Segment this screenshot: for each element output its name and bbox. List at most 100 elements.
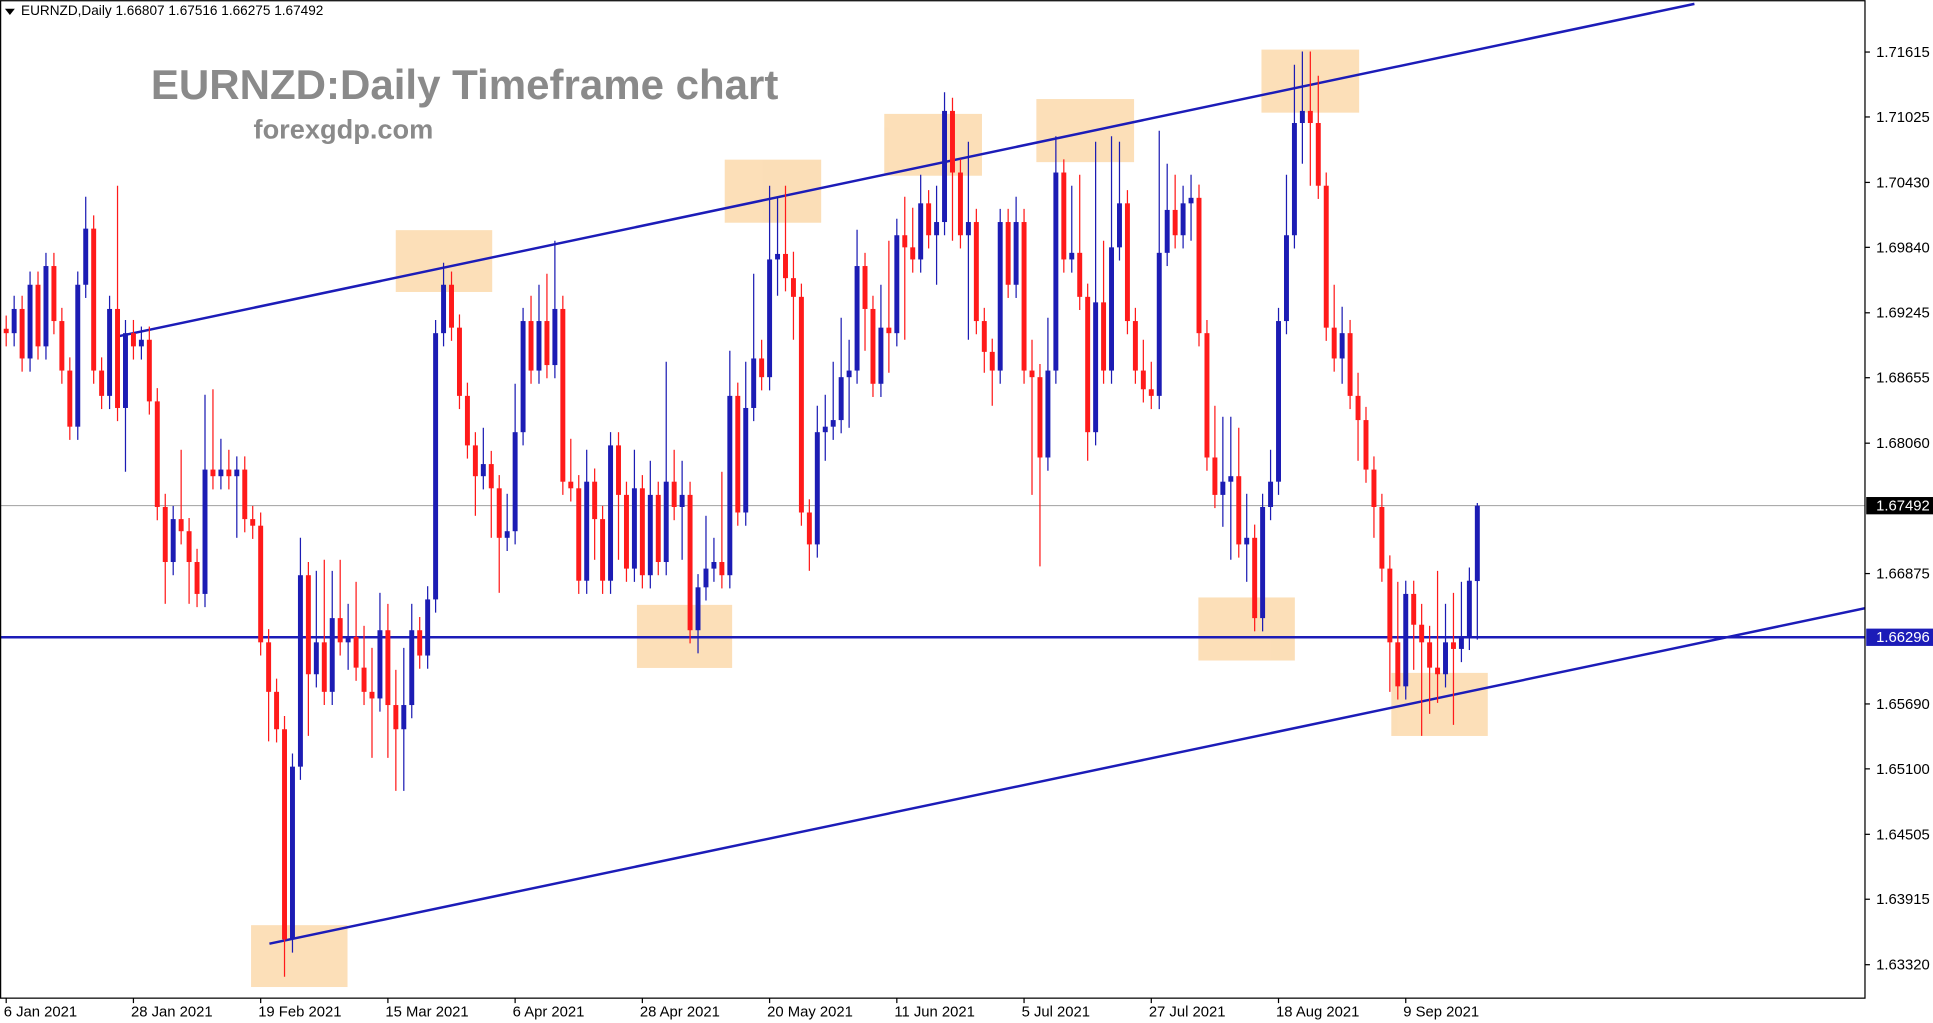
candle-body [1132,321,1138,371]
trendline [269,607,1865,945]
candle-body [1466,580,1472,637]
candle-body [290,766,295,940]
candle-body [528,321,534,371]
candle-body [1276,321,1281,482]
candle-body [934,222,940,236]
candle-body [679,494,685,507]
candle-body [250,519,256,526]
candle-body [1458,636,1464,649]
candle-body [433,333,439,600]
y-tick-label: 1.68655 [1876,371,1930,387]
candle-body [854,266,860,371]
candle-body [973,222,979,322]
candle-body [353,636,359,668]
candle-body [154,401,160,507]
candle-body [1474,505,1480,582]
symbol: EURNZD,Daily [21,3,112,18]
chart-title: EURNZD:Daily Timeframe chart [151,61,779,108]
candle-body [1403,593,1409,687]
candle-body [258,525,264,643]
price-label: 1.66296 [1876,630,1930,646]
x-tick-label: 20 May 2021 [767,1005,853,1021]
candle-body [695,587,701,631]
candle-body [1061,172,1067,260]
candle-body [942,110,948,223]
plot-frame [0,0,1866,999]
candle-body [1148,389,1154,396]
candle-body [1188,197,1194,204]
candle-body [703,568,709,588]
candle-body [1085,296,1091,433]
candle-body [329,618,335,692]
x-tick-label: 28 Jan 2021 [131,1005,213,1021]
candle-body [1156,252,1162,396]
trendline [117,2,1695,338]
candle-body [647,494,653,576]
candle-body [1220,481,1226,495]
candle-body [600,519,606,581]
candle-body [687,494,693,631]
candle-body [719,562,725,576]
y-tick-label: 1.68060 [1876,436,1930,452]
chart-subtitle: forexgdp.com [254,114,434,145]
candle-body [822,426,828,433]
candle-body [242,469,248,520]
highlight-box [884,113,982,176]
candle-body [1069,252,1075,260]
candle-body [67,370,73,427]
candle-body [1236,476,1242,545]
candle-body [631,488,637,569]
candle-body [767,259,773,378]
candle-body [870,308,876,384]
candle-body [1347,333,1353,396]
candle-body [1387,568,1393,643]
price-label: 1.67492 [1876,499,1930,515]
candle-body [234,469,240,477]
candle-body [1299,110,1305,124]
candle-body [1005,222,1011,285]
candle-body [226,469,232,477]
candle-body [608,445,614,581]
candle-body [512,432,518,532]
candle-body [130,333,136,347]
highlight-box [251,925,348,988]
candle-body [51,266,57,322]
candle-body [297,575,303,767]
candle-body [441,284,447,334]
candle-body [902,235,908,248]
candle-body [417,630,423,656]
candle-body [1307,110,1313,124]
candle-body [186,531,192,563]
candle-body [1204,333,1210,458]
candle-body [1323,185,1329,328]
candle-body [1037,377,1043,458]
candle-body [910,247,916,260]
y-tick-label: 1.65690 [1876,697,1930,713]
candle-body [1093,302,1099,433]
x-tick-label: 27 Jul 2021 [1149,1005,1226,1021]
candle-body [146,339,152,402]
candle-body [393,705,399,730]
candle-body [544,321,550,366]
open: 1.66807 [115,3,164,18]
candle-body [488,464,494,489]
highlight-box [1198,597,1295,661]
candle-body [616,445,621,495]
candle-body [3,328,9,334]
candle-body [162,506,168,563]
candle-body [989,351,995,371]
candle-body [1077,252,1083,297]
candle-body [1045,370,1051,458]
candle-body [1411,593,1417,625]
highlight-box [1036,99,1135,163]
candle-body [846,370,852,378]
candle-body [107,308,113,396]
candle-body [1013,222,1019,285]
candle-body [592,481,598,520]
candle-body [918,203,924,260]
candle-body [1395,642,1401,687]
candle-body [965,222,971,236]
candle-body [663,481,669,563]
